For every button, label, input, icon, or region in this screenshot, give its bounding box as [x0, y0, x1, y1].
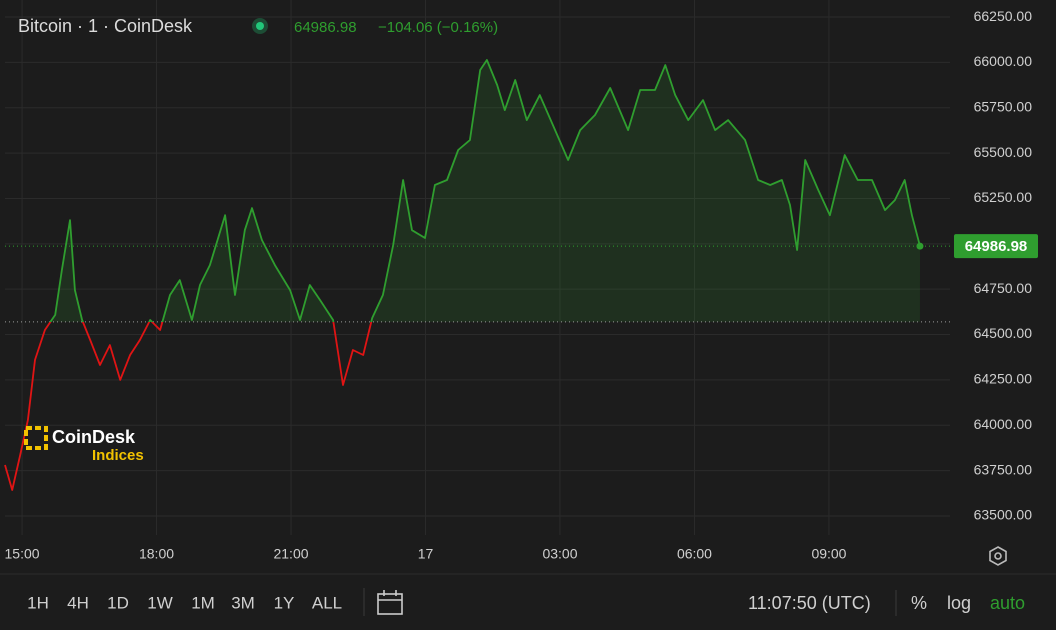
percent-toggle[interactable]: %	[911, 593, 927, 613]
grid	[5, 0, 950, 535]
x-tick-label: 18:00	[139, 546, 174, 562]
range-button[interactable]: 1W	[147, 593, 173, 612]
log-toggle[interactable]: log	[947, 593, 971, 613]
clock: 11:07:50 (UTC)	[748, 593, 871, 613]
x-tick-label: 03:00	[542, 546, 577, 562]
chart-title: Bitcoin · 1 · CoinDesk	[18, 16, 193, 36]
range-button[interactable]: ALL	[312, 593, 342, 612]
watermark-brand: CoinDesk	[52, 427, 136, 447]
settings-icon[interactable]	[989, 546, 1007, 566]
watermark-sub: Indices	[92, 447, 144, 464]
y-tick-label: 63750.00	[974, 461, 1033, 477]
x-tick-label: 15:00	[5, 546, 40, 562]
x-tick-label: 06:00	[677, 546, 712, 562]
range-button[interactable]: 1D	[107, 593, 129, 612]
calendar-icon[interactable]	[377, 590, 403, 615]
last-price-box	[954, 234, 1038, 259]
y-tick-label: 64000.00	[974, 416, 1033, 432]
y-tick-label: 65500.00	[974, 144, 1033, 160]
area	[50, 60, 920, 322]
auto-toggle[interactable]: auto	[990, 593, 1025, 613]
range-button[interactable]: 1H	[27, 593, 49, 612]
last-point	[916, 242, 924, 250]
last-price-label: 64986.98	[965, 238, 1028, 255]
price-line	[4, 59, 921, 491]
range-button[interactable]: 1M	[191, 593, 215, 612]
y-tick-label: 64750.00	[974, 280, 1033, 296]
y-tick-label: 66250.00	[974, 8, 1033, 24]
range-button[interactable]: 3M	[231, 593, 255, 612]
x-tick-label: 21:00	[273, 546, 308, 562]
header-price: 64986.98	[294, 19, 357, 36]
x-tick-label: 17	[418, 546, 434, 562]
y-tick-label: 65750.00	[974, 98, 1033, 114]
plot	[4, 59, 950, 491]
watermark: CoinDesk Indices	[24, 426, 144, 464]
header-change: −104.06 (−0.16%)	[378, 19, 498, 36]
toolbar: 1H 4H 1D 1W 1M 3M 1Y ALL	[27, 593, 342, 612]
status-dot	[256, 22, 264, 30]
y-tick-label: 65250.00	[974, 189, 1033, 205]
x-tick-label: 09:00	[811, 546, 846, 562]
y-tick-label: 64500.00	[974, 325, 1033, 341]
y-tick-label: 63500.00	[974, 507, 1033, 523]
watermark-logo	[24, 426, 48, 450]
range-button[interactable]: 1Y	[274, 593, 295, 612]
range-button[interactable]: 4H	[67, 593, 89, 612]
y-tick-label: 66000.00	[974, 53, 1033, 69]
y-tick-label: 64250.00	[974, 371, 1033, 387]
